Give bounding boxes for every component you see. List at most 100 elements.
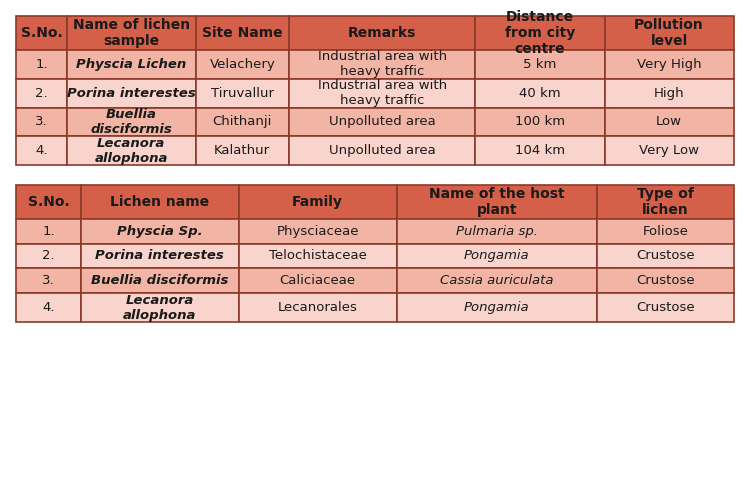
Text: Lecanora
allophona: Lecanora allophona xyxy=(94,137,168,165)
Bar xyxy=(604,136,734,165)
Text: Type of
lichen: Type of lichen xyxy=(637,187,694,217)
Text: Very High: Very High xyxy=(637,58,701,71)
Text: 4.: 4. xyxy=(42,301,55,314)
Bar xyxy=(16,108,67,136)
Bar xyxy=(16,244,81,268)
Bar xyxy=(238,244,397,268)
Bar xyxy=(289,50,476,79)
Text: Porina interestes: Porina interestes xyxy=(95,250,224,262)
Bar xyxy=(604,108,734,136)
Bar xyxy=(597,244,734,268)
Bar xyxy=(238,219,397,244)
Bar xyxy=(597,293,734,322)
Bar xyxy=(476,136,604,165)
Text: Pulmaria sp.: Pulmaria sp. xyxy=(456,225,538,238)
Text: Buellia
disciformis: Buellia disciformis xyxy=(90,108,172,136)
Text: 1.: 1. xyxy=(42,225,55,238)
Text: Tiruvallur: Tiruvallur xyxy=(211,87,274,100)
Bar xyxy=(238,268,397,293)
Text: S.No.: S.No. xyxy=(28,195,70,209)
Bar xyxy=(238,293,397,322)
Bar xyxy=(196,136,289,165)
Bar xyxy=(238,185,397,219)
Bar xyxy=(16,185,81,219)
Bar xyxy=(397,244,597,268)
Text: Physciaceae: Physciaceae xyxy=(276,225,358,238)
Text: Site Name: Site Name xyxy=(202,26,283,40)
Bar xyxy=(196,79,289,108)
Bar xyxy=(16,136,67,165)
Text: Crustose: Crustose xyxy=(636,301,694,314)
Bar xyxy=(476,108,604,136)
Text: 4.: 4. xyxy=(35,144,48,157)
Text: 2.: 2. xyxy=(35,87,48,100)
Bar xyxy=(196,50,289,79)
Text: Remarks: Remarks xyxy=(348,26,416,40)
Bar xyxy=(604,50,734,79)
Text: Pollution
level: Pollution level xyxy=(634,18,704,48)
Bar xyxy=(81,293,239,322)
Text: Industrial area with
heavy traffic: Industrial area with heavy traffic xyxy=(317,79,447,107)
Text: Very Low: Very Low xyxy=(639,144,699,157)
Text: Chithanji: Chithanji xyxy=(212,115,272,128)
Text: Pongamia: Pongamia xyxy=(464,301,530,314)
Bar xyxy=(397,293,597,322)
Text: Name of the host
plant: Name of the host plant xyxy=(429,187,565,217)
Text: Porina interestes: Porina interestes xyxy=(67,87,196,100)
Bar xyxy=(81,268,239,293)
Bar xyxy=(16,268,81,293)
Text: Unpolluted area: Unpolluted area xyxy=(328,115,436,128)
Text: Velachery: Velachery xyxy=(209,58,275,71)
Text: High: High xyxy=(654,87,685,100)
Bar xyxy=(67,79,196,108)
Bar xyxy=(81,185,239,219)
Text: 3.: 3. xyxy=(42,274,55,287)
Bar xyxy=(67,136,196,165)
Text: Lecanorales: Lecanorales xyxy=(278,301,358,314)
Text: Crustose: Crustose xyxy=(636,274,694,287)
Text: 3.: 3. xyxy=(35,115,48,128)
Bar xyxy=(196,108,289,136)
Text: Foliose: Foliose xyxy=(643,225,688,238)
Bar xyxy=(597,185,734,219)
Text: Pongamia: Pongamia xyxy=(464,250,530,262)
Text: Lichen name: Lichen name xyxy=(110,195,209,209)
Bar xyxy=(67,50,196,79)
Text: 104 km: 104 km xyxy=(515,144,565,157)
Bar xyxy=(597,219,734,244)
Bar xyxy=(196,16,289,50)
Text: Physcia Sp.: Physcia Sp. xyxy=(117,225,202,238)
Bar xyxy=(597,268,734,293)
Bar xyxy=(397,219,597,244)
Text: Crustose: Crustose xyxy=(636,250,694,262)
Bar xyxy=(16,16,67,50)
Text: Cassia auriculata: Cassia auriculata xyxy=(440,274,554,287)
Bar xyxy=(476,79,604,108)
Bar xyxy=(81,244,239,268)
Bar xyxy=(289,79,476,108)
Bar xyxy=(397,185,597,219)
Text: Buellia disciformis: Buellia disciformis xyxy=(91,274,229,287)
Bar xyxy=(604,16,734,50)
Text: Telochistaceae: Telochistaceae xyxy=(268,250,367,262)
Bar xyxy=(289,16,476,50)
Text: Kalathur: Kalathur xyxy=(214,144,270,157)
Bar xyxy=(16,50,67,79)
Text: 2.: 2. xyxy=(42,250,55,262)
Text: 5 km: 5 km xyxy=(524,58,556,71)
Bar xyxy=(289,136,476,165)
Bar xyxy=(604,79,734,108)
Text: S.No.: S.No. xyxy=(20,26,62,40)
Text: Industrial area with
heavy traffic: Industrial area with heavy traffic xyxy=(317,50,447,78)
Bar xyxy=(67,108,196,136)
Bar xyxy=(16,79,67,108)
Text: Name of lichen
sample: Name of lichen sample xyxy=(73,18,190,48)
Bar xyxy=(476,50,604,79)
Text: Unpolluted area: Unpolluted area xyxy=(328,144,436,157)
Text: Lecanora
allophona: Lecanora allophona xyxy=(123,293,196,321)
Bar xyxy=(81,219,239,244)
Text: 1.: 1. xyxy=(35,58,48,71)
Text: 100 km: 100 km xyxy=(515,115,565,128)
Bar xyxy=(16,293,81,322)
Text: Physcia Lichen: Physcia Lichen xyxy=(76,58,186,71)
